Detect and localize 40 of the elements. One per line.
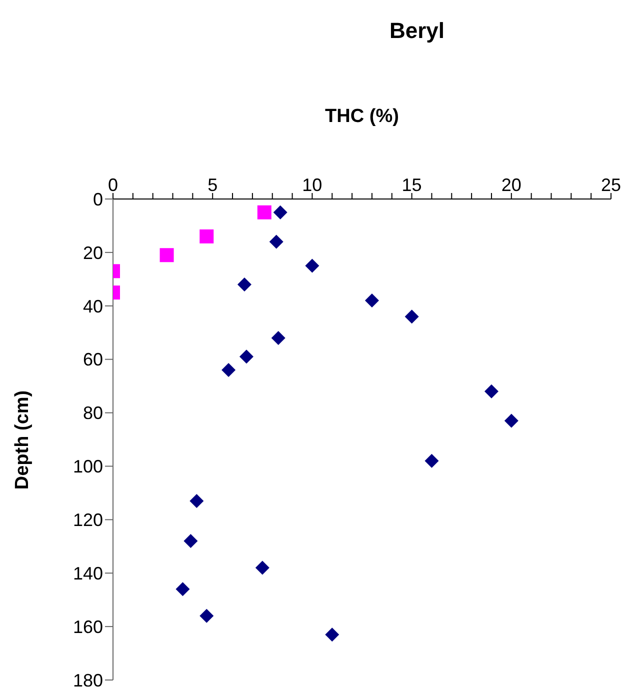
y-tick-label: 0: [92, 189, 103, 210]
point: [255, 560, 270, 575]
x-tick-label: 15: [402, 175, 422, 195]
y-tick-label: 120: [72, 510, 103, 530]
x-tick-label: 25: [600, 175, 622, 195]
x-axis-title: THC (%): [325, 106, 399, 127]
y-tick-label: 60: [82, 350, 103, 370]
y-tick-label: 180: [72, 670, 103, 688]
point: [239, 350, 254, 364]
point: [484, 384, 498, 398]
y-tick-label: 100: [72, 456, 103, 477]
y-tick-label: 40: [82, 296, 103, 316]
x-tick-label: 20: [501, 175, 522, 195]
y-tick-label: 160: [72, 616, 103, 637]
point: [257, 205, 272, 220]
point: [200, 229, 214, 244]
y-tick-label: 80: [82, 403, 103, 424]
point: [271, 330, 286, 345]
point: [273, 205, 288, 220]
point: [200, 608, 214, 623]
y-axis-title: Depth (cm): [12, 390, 33, 490]
point: [160, 248, 174, 262]
x-tick-label: 0: [108, 175, 118, 195]
point: [190, 494, 204, 508]
point: [404, 310, 419, 324]
x-tick-label: 5: [208, 175, 218, 195]
point: [176, 582, 190, 596]
point: [237, 278, 252, 292]
y-tick-label: 20: [82, 242, 103, 263]
point: [305, 258, 320, 273]
point: [364, 294, 379, 308]
y-tick-label: 140: [72, 564, 103, 584]
point: [222, 363, 236, 378]
chart-title: Beryl: [389, 18, 445, 43]
x-tick-label: 10: [302, 175, 322, 195]
point: [504, 414, 518, 428]
point: [184, 534, 198, 548]
point: [325, 628, 340, 642]
point: [424, 454, 439, 468]
point: [269, 234, 284, 249]
